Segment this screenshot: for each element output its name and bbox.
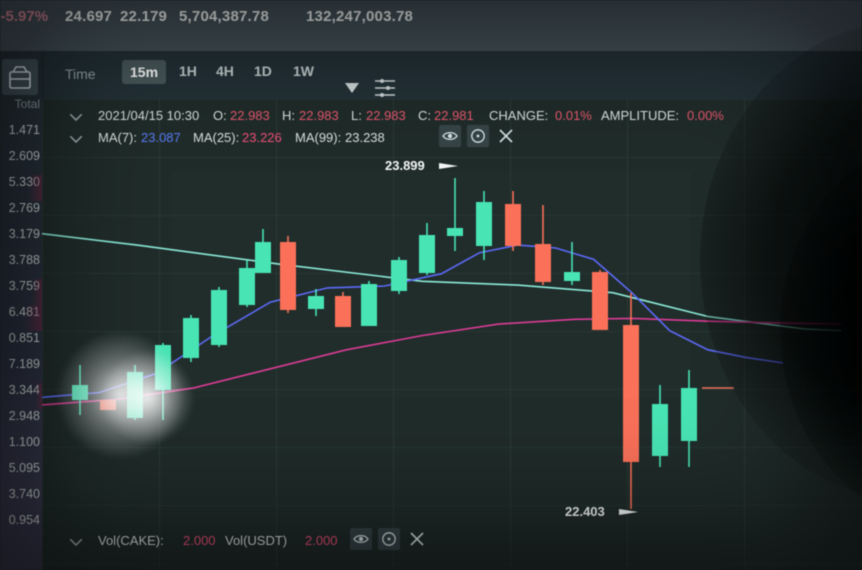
svg-text:22.403: 22.403 — [565, 504, 605, 519]
svg-text:23.899: 23.899 — [385, 158, 425, 173]
